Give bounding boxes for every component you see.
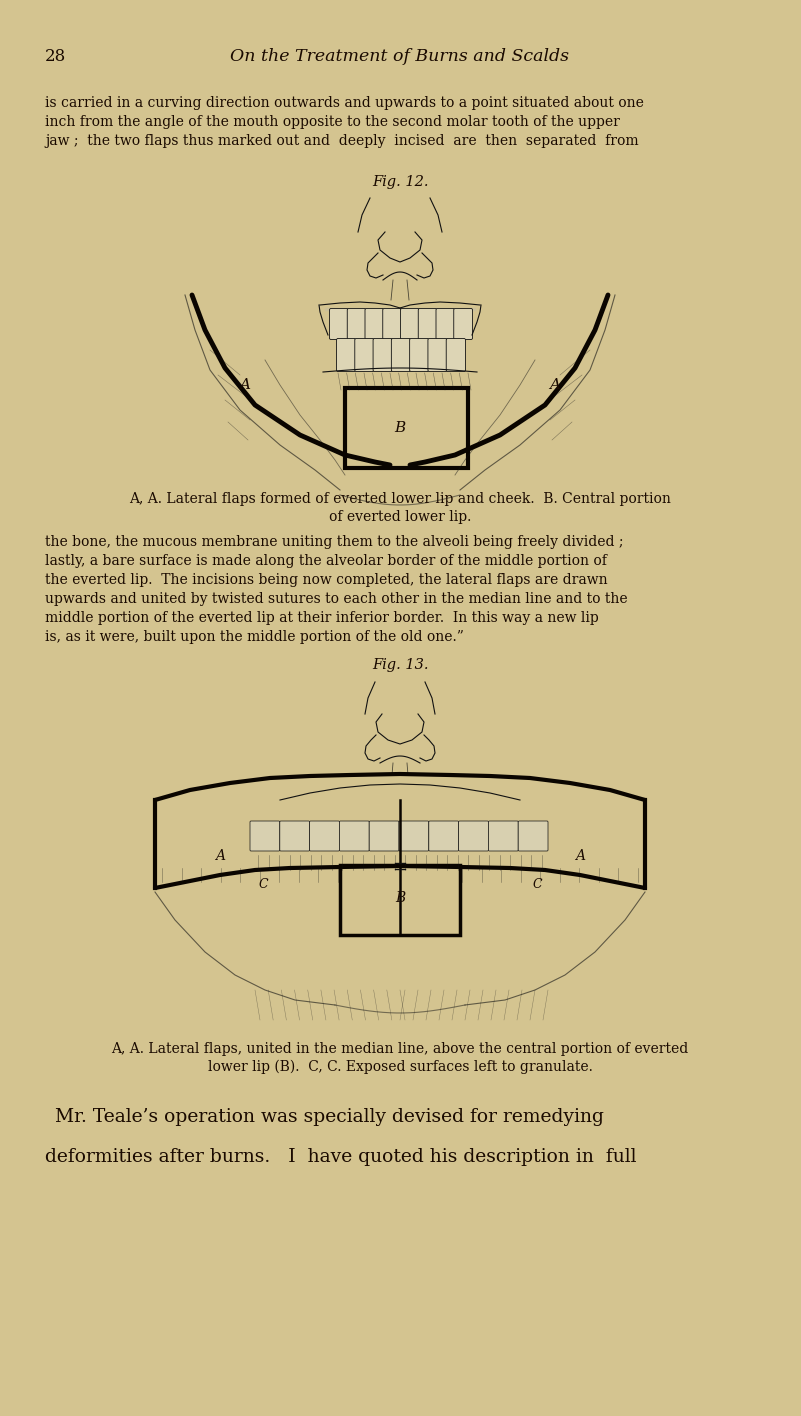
Text: lower lip (B).  C, C. Exposed surfaces left to granulate.: lower lip (B). C, C. Exposed surfaces le… xyxy=(207,1061,593,1075)
FancyBboxPatch shape xyxy=(365,309,384,340)
Text: B: B xyxy=(395,891,405,905)
FancyBboxPatch shape xyxy=(399,821,429,851)
FancyBboxPatch shape xyxy=(336,338,356,371)
FancyBboxPatch shape xyxy=(392,338,411,371)
Text: of everted lower lip.: of everted lower lip. xyxy=(329,510,471,524)
FancyBboxPatch shape xyxy=(429,821,459,851)
FancyBboxPatch shape xyxy=(340,821,369,851)
Text: A: A xyxy=(239,378,251,392)
FancyBboxPatch shape xyxy=(280,821,310,851)
Text: lastly, a bare surface is made along the alveolar border of the middle portion o: lastly, a bare surface is made along the… xyxy=(45,554,607,568)
FancyBboxPatch shape xyxy=(428,338,447,371)
Text: 28: 28 xyxy=(45,48,66,65)
Text: upwards and united by twisted sutures to each other in the median line and to th: upwards and united by twisted sutures to… xyxy=(45,592,628,606)
FancyBboxPatch shape xyxy=(409,338,429,371)
Text: middle portion of the everted lip at their inferior border.  In this way a new l: middle portion of the everted lip at the… xyxy=(45,610,599,624)
FancyBboxPatch shape xyxy=(383,309,401,340)
FancyBboxPatch shape xyxy=(418,309,437,340)
FancyBboxPatch shape xyxy=(355,338,374,371)
Text: the bone, the mucous membrane uniting them to the alveoli being freely divided ;: the bone, the mucous membrane uniting th… xyxy=(45,535,623,549)
Text: A: A xyxy=(215,850,225,862)
Text: A, A. Lateral flaps formed of everted lower lip and cheek.  B. Central portion: A, A. Lateral flaps formed of everted lo… xyxy=(129,491,671,506)
Text: A: A xyxy=(575,850,585,862)
FancyBboxPatch shape xyxy=(518,821,548,851)
Text: A, A. Lateral flaps, united in the median line, above the central portion of eve: A, A. Lateral flaps, united in the media… xyxy=(111,1042,689,1056)
Text: B: B xyxy=(394,421,405,435)
Text: C: C xyxy=(532,878,541,892)
Bar xyxy=(345,388,468,469)
FancyBboxPatch shape xyxy=(250,821,280,851)
Text: deformities after burns.   I  have quoted his description in  full: deformities after burns. I have quoted h… xyxy=(45,1148,637,1165)
Text: Fig. 12.: Fig. 12. xyxy=(372,176,429,188)
FancyBboxPatch shape xyxy=(373,338,392,371)
Text: is, as it were, built upon the middle portion of the old one.”: is, as it were, built upon the middle po… xyxy=(45,630,464,644)
Text: Fig. 13.: Fig. 13. xyxy=(372,658,429,673)
Text: C: C xyxy=(258,878,268,892)
FancyBboxPatch shape xyxy=(459,821,489,851)
Text: A: A xyxy=(549,378,561,392)
Text: On the Treatment of Burns and Scalds: On the Treatment of Burns and Scalds xyxy=(231,48,570,65)
Text: jaw ;  the two flaps thus marked out and  deeply  incised  are  then  separated : jaw ; the two flaps thus marked out and … xyxy=(45,135,638,149)
Text: inch from the angle of the mouth opposite to the second molar tooth of the upper: inch from the angle of the mouth opposit… xyxy=(45,115,620,129)
FancyBboxPatch shape xyxy=(446,338,465,371)
FancyBboxPatch shape xyxy=(369,821,399,851)
FancyBboxPatch shape xyxy=(400,309,419,340)
FancyBboxPatch shape xyxy=(348,309,366,340)
Text: the everted lip.  The incisions being now completed, the lateral flaps are drawn: the everted lip. The incisions being now… xyxy=(45,573,608,588)
Bar xyxy=(340,865,460,935)
FancyBboxPatch shape xyxy=(436,309,455,340)
FancyBboxPatch shape xyxy=(453,309,473,340)
FancyBboxPatch shape xyxy=(489,821,518,851)
FancyBboxPatch shape xyxy=(310,821,340,851)
Text: is carried in a curving direction outwards and upwards to a point situated about: is carried in a curving direction outwar… xyxy=(45,96,644,110)
FancyBboxPatch shape xyxy=(329,309,348,340)
Text: Mr. Teale’s operation was specially devised for remedying: Mr. Teale’s operation was specially devi… xyxy=(55,1107,604,1126)
